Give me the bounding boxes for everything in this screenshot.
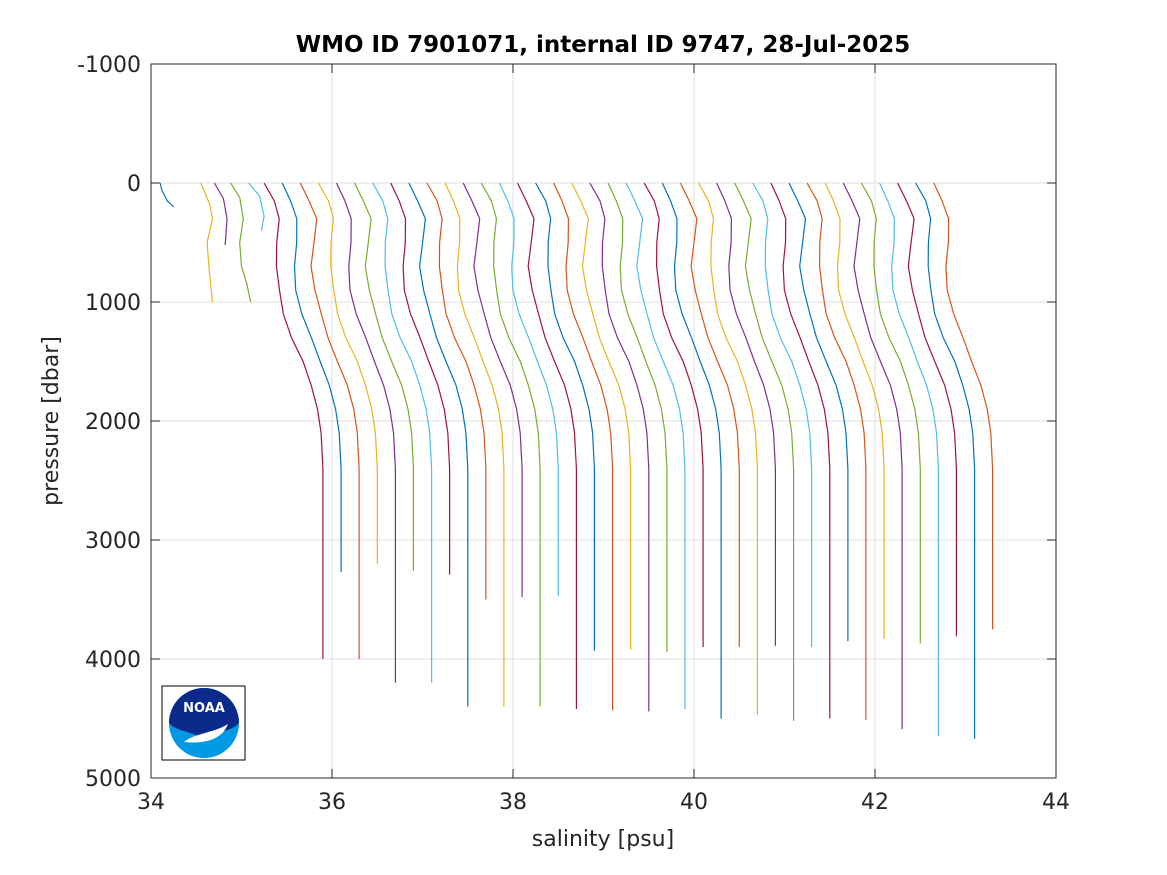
profile-line <box>716 182 777 646</box>
profile-line <box>824 182 885 639</box>
profile-line <box>480 182 541 707</box>
profile-line <box>860 182 921 644</box>
y-tick-label: 1000 <box>85 291 141 316</box>
profile-line <box>426 182 487 600</box>
profile-line <box>535 182 596 651</box>
profile-line <box>915 182 976 739</box>
profile-line <box>788 182 849 642</box>
noaa-logo: NOAA <box>161 685 246 761</box>
shallow-profile-line <box>200 182 214 303</box>
x-tick-label: 40 <box>680 790 708 815</box>
shallow-profile-line <box>159 182 175 208</box>
y-tick-label: 2000 <box>85 410 141 435</box>
logo-wave <box>184 724 228 743</box>
profile-line <box>842 182 903 730</box>
shallow-profile-line <box>230 182 252 303</box>
profile-line <box>679 182 740 648</box>
profile-line <box>770 182 831 719</box>
profile-line <box>571 182 632 650</box>
y-axis-label: pressure [dbar] <box>39 336 64 506</box>
tick-layer: 34 36 38 40 42 44 -1000 0 1000 2000 3000 4000 5000 <box>77 53 1070 815</box>
y-tick-label: -1000 <box>77 53 141 78</box>
y-tick-label: 0 <box>127 172 141 197</box>
profile-line <box>878 182 940 737</box>
profile-line <box>498 182 559 596</box>
profile-line <box>625 182 686 709</box>
y-tick-label: 3000 <box>85 529 141 554</box>
shallow-profile-line <box>213 182 228 245</box>
profile-line <box>372 182 433 683</box>
x-axis-label: salinity [psu] <box>532 827 674 852</box>
x-tick-label: 34 <box>137 790 165 815</box>
profile-line <box>643 182 704 648</box>
profile-line <box>516 182 578 709</box>
profile-line <box>697 182 759 715</box>
y-tick-label: 4000 <box>85 648 141 673</box>
profile-line <box>408 182 469 707</box>
profile-line <box>462 182 523 598</box>
profile-line <box>299 182 360 659</box>
profile-line <box>263 182 324 659</box>
series-layer <box>159 182 994 739</box>
profile-line <box>897 182 958 637</box>
logo-upper-band <box>169 688 239 740</box>
profile-line <box>734 182 795 721</box>
x-tick-label: 42 <box>861 790 889 815</box>
profile-line <box>444 182 505 707</box>
profile-line <box>553 182 614 711</box>
x-tick-label: 44 <box>1042 790 1070 815</box>
profile-line <box>281 182 342 573</box>
profile-line <box>317 182 378 564</box>
logo-text: NOAA <box>183 701 225 716</box>
profile-line <box>933 182 994 630</box>
profile-line <box>806 182 867 720</box>
chart-title: WMO ID 7901071, internal ID 9747, 28-Jul… <box>296 32 911 58</box>
profile-line <box>335 182 396 683</box>
profile-line <box>390 182 451 575</box>
profile-line <box>589 182 650 712</box>
grid-layer <box>151 64 1056 778</box>
profile-line <box>752 182 813 648</box>
profile-line <box>661 182 722 719</box>
y-tick-label: 5000 <box>85 767 141 792</box>
shallow-profile-line <box>248 182 265 231</box>
profile-line <box>354 182 414 571</box>
x-tick-label: 36 <box>318 790 346 815</box>
x-tick-label: 38 <box>499 790 527 815</box>
profile-line <box>607 182 668 652</box>
